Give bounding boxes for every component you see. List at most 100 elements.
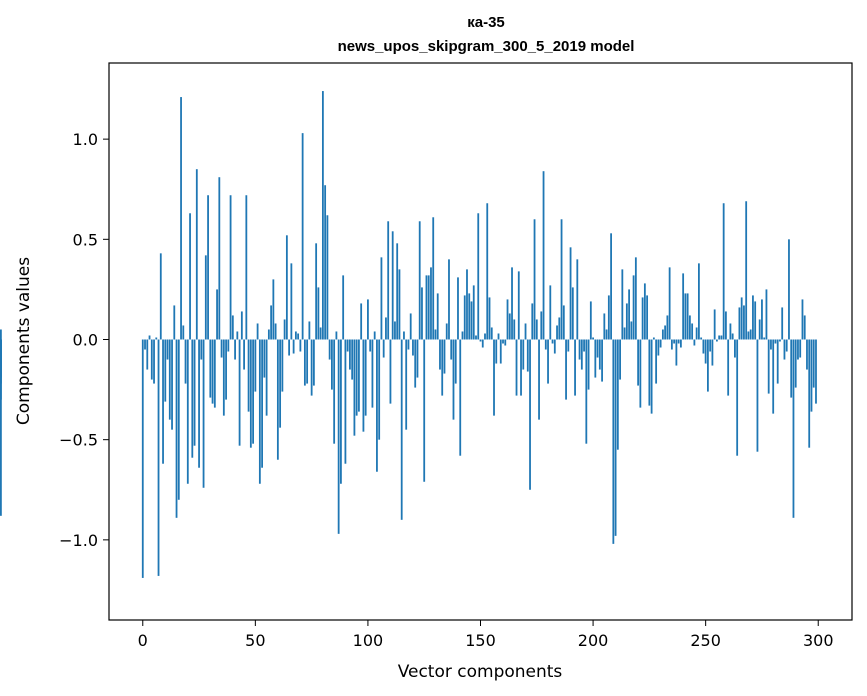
bar bbox=[684, 293, 687, 340]
bar bbox=[263, 339, 266, 378]
bar bbox=[810, 339, 813, 412]
bar bbox=[657, 339, 660, 356]
bar bbox=[815, 339, 817, 404]
bar bbox=[141, 339, 144, 578]
bar bbox=[743, 305, 745, 340]
bar bbox=[520, 339, 522, 396]
bar bbox=[788, 239, 790, 340]
bar bbox=[580, 339, 583, 370]
bar bbox=[643, 283, 646, 340]
bar bbox=[337, 339, 340, 534]
bar bbox=[576, 259, 579, 340]
bar bbox=[547, 339, 549, 384]
bar bbox=[738, 307, 741, 340]
bar bbox=[409, 313, 412, 340]
bar bbox=[443, 339, 446, 374]
bar bbox=[670, 339, 673, 350]
bar bbox=[646, 295, 649, 340]
bar bbox=[459, 339, 462, 456]
bar bbox=[276, 339, 279, 460]
bar bbox=[358, 339, 360, 412]
bar bbox=[144, 339, 146, 350]
bar bbox=[0, 329, 2, 340]
bar bbox=[495, 339, 498, 364]
bar bbox=[515, 339, 518, 396]
bar bbox=[412, 339, 414, 356]
bar bbox=[301, 133, 304, 340]
bar bbox=[207, 195, 209, 340]
bar bbox=[177, 339, 180, 500]
bar bbox=[806, 339, 808, 370]
bar bbox=[216, 289, 218, 340]
bar bbox=[335, 331, 338, 340]
bar bbox=[677, 339, 680, 344]
bar bbox=[418, 221, 421, 340]
chart-title: ка-35 bbox=[467, 14, 505, 31]
bar bbox=[182, 325, 185, 340]
bar bbox=[562, 305, 565, 340]
bar bbox=[628, 289, 630, 340]
bar bbox=[718, 335, 721, 340]
bar bbox=[272, 279, 275, 340]
bar bbox=[189, 213, 191, 340]
bar bbox=[463, 295, 466, 340]
bar bbox=[679, 339, 682, 348]
bar bbox=[452, 339, 455, 420]
bar bbox=[531, 303, 534, 340]
bar bbox=[394, 321, 396, 340]
bar bbox=[585, 339, 588, 444]
y-tick-label: 1.0 bbox=[73, 130, 98, 149]
bar bbox=[596, 339, 599, 358]
bar bbox=[508, 313, 511, 340]
bar bbox=[729, 323, 732, 340]
bar bbox=[571, 287, 574, 340]
bar bbox=[238, 339, 241, 446]
bar bbox=[774, 339, 777, 344]
bar bbox=[623, 327, 626, 340]
bar bbox=[524, 323, 527, 340]
bar bbox=[299, 339, 302, 352]
bar bbox=[641, 297, 644, 340]
x-tick-label: 200 bbox=[578, 631, 609, 650]
bar bbox=[785, 339, 788, 352]
bar bbox=[812, 339, 815, 388]
bar bbox=[610, 233, 612, 340]
bar bbox=[698, 263, 700, 340]
bar bbox=[558, 317, 561, 340]
bar bbox=[236, 331, 239, 340]
bar bbox=[783, 339, 786, 360]
bar bbox=[281, 339, 284, 392]
bar bbox=[533, 219, 536, 340]
bar bbox=[270, 305, 273, 340]
bar bbox=[349, 339, 351, 370]
bar bbox=[551, 339, 554, 344]
bar bbox=[475, 335, 477, 340]
bar bbox=[416, 339, 419, 378]
y-axis-label: Components values bbox=[14, 257, 34, 425]
bar bbox=[340, 339, 342, 484]
bar bbox=[772, 339, 775, 414]
bar bbox=[745, 201, 748, 340]
bar-series bbox=[0, 91, 817, 578]
bar bbox=[797, 339, 799, 360]
bar bbox=[779, 339, 781, 342]
bar bbox=[373, 331, 376, 340]
bar bbox=[630, 321, 633, 340]
bar bbox=[333, 339, 336, 444]
bar bbox=[560, 219, 563, 340]
bar bbox=[601, 339, 603, 382]
x-axis-label: Vector components bbox=[398, 662, 563, 682]
bar bbox=[380, 257, 383, 340]
bar bbox=[493, 339, 495, 416]
bar bbox=[249, 339, 252, 448]
bar bbox=[686, 293, 689, 340]
bar bbox=[752, 295, 754, 340]
bar bbox=[749, 329, 752, 340]
bar bbox=[290, 263, 293, 340]
bar bbox=[808, 339, 811, 448]
bar bbox=[153, 339, 155, 384]
bar bbox=[720, 335, 723, 340]
bar bbox=[639, 339, 642, 408]
bar bbox=[324, 185, 327, 340]
bar bbox=[731, 333, 734, 340]
